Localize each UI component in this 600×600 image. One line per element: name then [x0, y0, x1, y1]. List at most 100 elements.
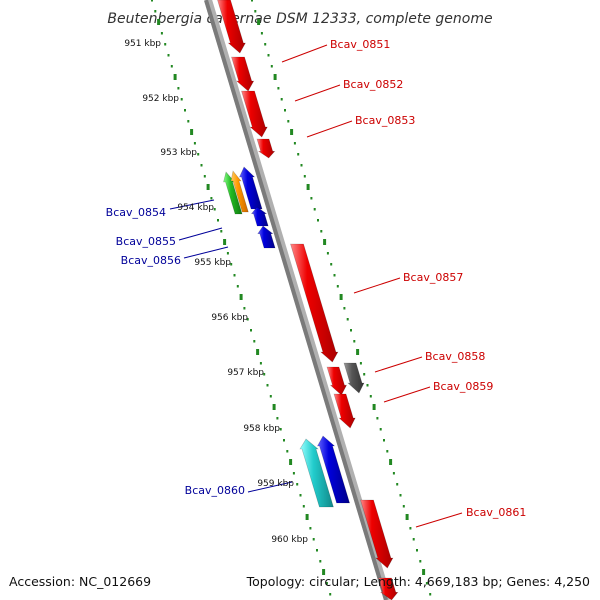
gene-labels: Bcav_0851 Bcav_0852 Bcav_0853 Bcav_0854 …: [106, 38, 527, 519]
minor-tick: [353, 340, 356, 343]
major-tick: [173, 74, 177, 80]
gene-label-bcav-0854[interactable]: Bcav_0854: [106, 206, 166, 219]
major-tick: [272, 404, 276, 410]
leader-bcav-0856: [183, 246, 229, 259]
gene-label-bcav-0857[interactable]: Bcav_0857: [403, 271, 463, 284]
gene-bcav-0852[interactable]: [241, 90, 268, 138]
minor-tick: [193, 142, 196, 145]
minor-tick: [303, 175, 306, 178]
gene-bcav-0853[interactable]: [256, 138, 276, 159]
minor-tick: [177, 87, 180, 90]
leader-bcav-0852: [294, 84, 341, 102]
minor-tick: [279, 428, 282, 431]
gene-label-bcav-0855[interactable]: Bcav_0855: [116, 235, 176, 248]
major-tick: [273, 74, 277, 80]
gene-label-bcav-0860[interactable]: Bcav_0860: [185, 484, 245, 497]
minor-tick: [343, 307, 346, 310]
right-tick-track: [251, 0, 432, 596]
minor-tick: [310, 197, 313, 200]
major-tick: [356, 349, 360, 355]
minor-tick: [302, 505, 305, 508]
minor-tick: [293, 142, 296, 145]
minor-tick: [226, 252, 229, 255]
minor-tick: [399, 494, 402, 497]
minor-tick: [300, 164, 303, 167]
gene-bcav-0856b[interactable]: [257, 225, 276, 249]
minor-tick: [180, 98, 183, 101]
minor-tick: [326, 252, 329, 255]
gene-label-bcav-0856[interactable]: Bcav_0856: [121, 254, 181, 267]
major-tick: [405, 514, 409, 520]
minor-tick: [270, 65, 273, 68]
minor-tick: [213, 208, 216, 211]
minor-tick: [246, 318, 249, 321]
gene-bcav-0854b[interactable]: [230, 170, 249, 213]
leader-bcav-0853: [306, 120, 353, 138]
gene-bcav-0860b[interactable]: [316, 435, 351, 504]
gene-bcav-0860[interactable]: [299, 438, 334, 508]
minor-tick: [243, 307, 246, 310]
leader-bcav-0854: [169, 199, 215, 210]
minor-tick: [250, 329, 252, 332]
major-tick: [422, 569, 426, 575]
leader-bcav-0857: [353, 277, 401, 294]
minor-tick: [409, 527, 412, 530]
kbp-label-951: 951 kbp: [124, 39, 161, 49]
major-tick: [256, 349, 260, 355]
gene-bcav-0851[interactable]: [231, 56, 255, 92]
leader-bcav-0860: [247, 481, 293, 493]
major-tick: [389, 459, 393, 465]
major-tick: [257, 19, 261, 25]
minor-tick: [396, 483, 399, 486]
tick-tracks: [151, 0, 432, 596]
gene-bcav-0850-partial[interactable]: [217, 0, 246, 54]
genes: [217, 0, 399, 600]
minor-tick: [233, 274, 236, 277]
minor-tick: [319, 560, 322, 563]
minor-tick: [369, 395, 372, 398]
gene-bcav-0859[interactable]: [326, 366, 347, 396]
kbp-label-954: 954 kbp: [177, 203, 214, 213]
major-tick: [339, 294, 343, 300]
leader-bcav-0855: [178, 227, 223, 241]
minor-tick: [286, 450, 289, 453]
minor-tick: [254, 10, 257, 13]
gene-label-bcav-0858[interactable]: Bcav_0858: [425, 350, 485, 363]
minor-tick: [170, 65, 173, 68]
leader-bcav-0861: [415, 512, 463, 528]
leader-lines: [169, 44, 463, 528]
minor-tick: [220, 230, 223, 233]
major-tick: [372, 404, 376, 410]
minor-tick: [329, 593, 332, 596]
kbp-label-952: 952 kbp: [142, 94, 179, 104]
gene-bcav-0857[interactable]: [290, 243, 339, 363]
minor-tick: [167, 54, 170, 57]
gene-bcav-0862-partial[interactable]: [378, 577, 399, 600]
kbp-labels: 951 kbp 952 kbp 953 kbp 954 kbp 955 kbp …: [124, 39, 308, 545]
gene-label-bcav-0851[interactable]: Bcav_0851: [330, 38, 390, 51]
gene-bcav-0861[interactable]: [360, 499, 394, 569]
minor-tick: [236, 285, 239, 288]
minor-tick: [160, 32, 163, 35]
minor-tick: [429, 593, 432, 596]
leader-bcav-0858: [374, 356, 423, 373]
minor-tick: [269, 395, 272, 398]
gene-bcav-0859b[interactable]: [333, 393, 356, 429]
gene-label-bcav-0859[interactable]: Bcav_0859: [433, 380, 493, 393]
minor-tick: [336, 285, 339, 288]
genome-backbone: [204, 0, 388, 600]
minor-tick: [297, 153, 300, 156]
major-tick: [157, 19, 161, 25]
minor-tick: [296, 483, 299, 486]
minor-tick: [402, 505, 405, 508]
minor-tick: [392, 472, 395, 475]
minor-tick: [416, 549, 418, 552]
gene-label-bcav-0861[interactable]: Bcav_0861: [466, 506, 526, 519]
gene-label-bcav-0852[interactable]: Bcav_0852: [343, 78, 403, 91]
gene-label-bcav-0853[interactable]: Bcav_0853: [355, 114, 415, 127]
gene-bcav-0856[interactable]: [250, 206, 269, 227]
minor-tick: [330, 263, 333, 266]
minor-tick: [284, 109, 286, 112]
gene-bcav-0858[interactable]: [343, 362, 365, 394]
